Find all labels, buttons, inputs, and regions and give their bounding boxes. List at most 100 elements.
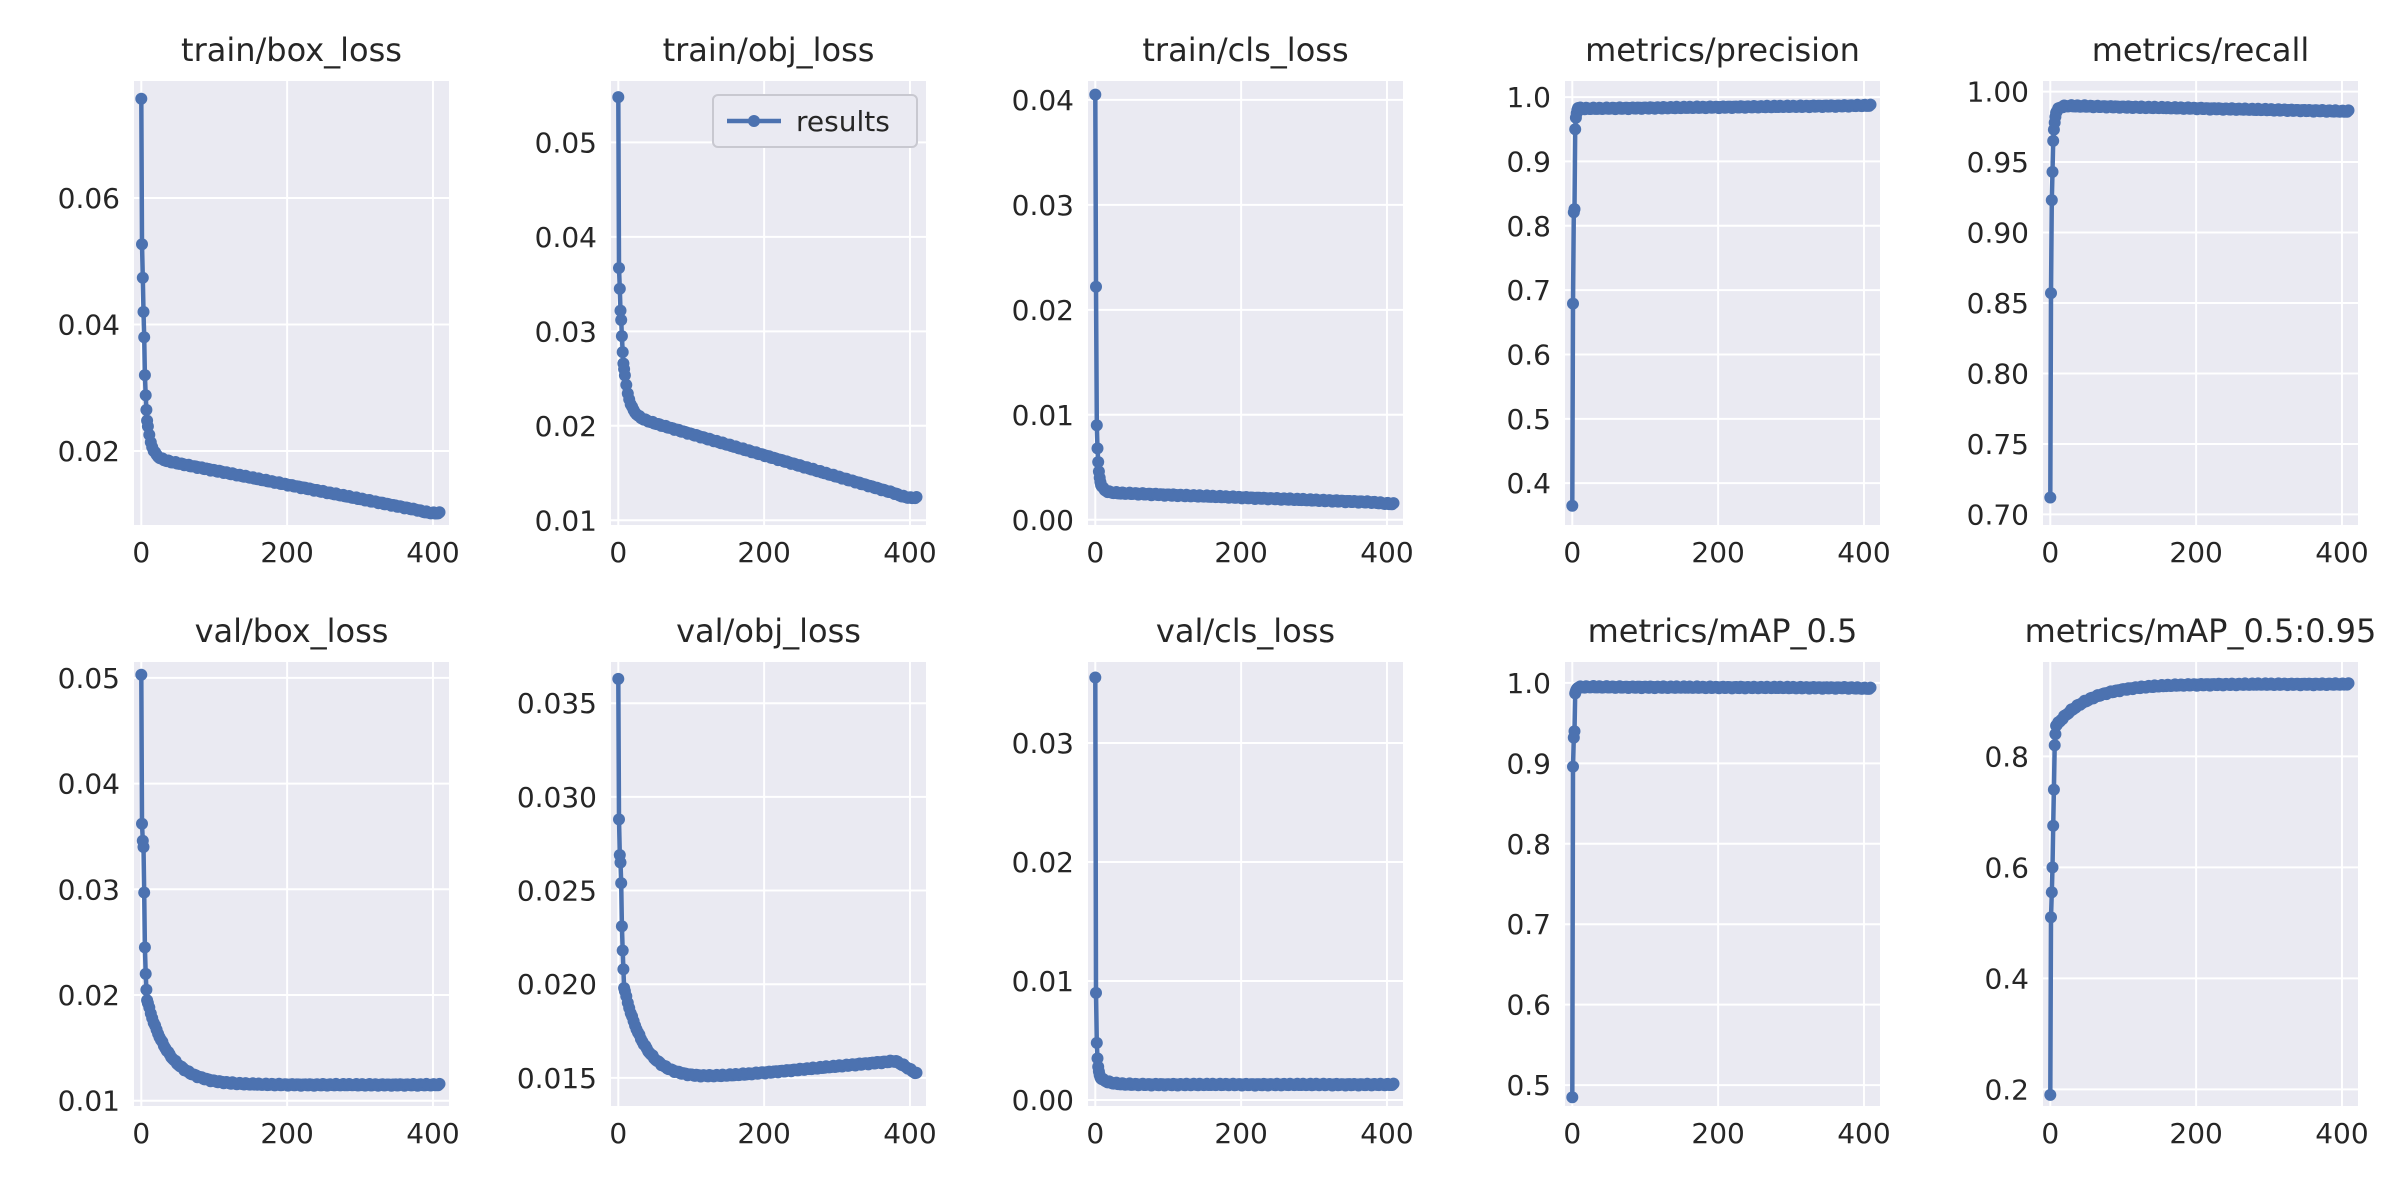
y-tick-label: 0.02 [1012, 846, 1074, 879]
y-tick-label: 0.01 [535, 504, 597, 537]
plot-area [1565, 81, 1880, 525]
y-tick-label: 0.035 [517, 687, 597, 720]
x-tick-label: 400 [1360, 1117, 1413, 1150]
plot-area [2043, 662, 2358, 1106]
data-point [1569, 123, 1582, 136]
series-points [1566, 98, 1877, 512]
y-tick-label: 0.80 [1967, 357, 2029, 390]
data-point [1568, 203, 1581, 216]
y-tick-label: 0.02 [58, 979, 120, 1012]
y-tick-label: 0.04 [58, 768, 120, 801]
data-point [2046, 861, 2059, 874]
subplot-9: 0 200 400 0.5 0.6 0.7 0.8 0.9 1.0 metrics/mAP_0.5 [1506, 612, 1890, 1150]
x-tick-label: 200 [1691, 1117, 1744, 1150]
subplot-7: 0 200 400 0.015 0.020 0.025 0.030 0.035 val/obj_… [517, 612, 937, 1150]
y-tick-label: 0.90 [1967, 217, 2029, 250]
y-tick-label: 1.0 [1506, 667, 1551, 700]
y-tick-label: 0.75 [1967, 428, 2029, 461]
legend-label: results [796, 105, 890, 138]
series-points [1089, 88, 1400, 511]
data-point [910, 491, 923, 503]
data-point [433, 506, 446, 519]
data-point [136, 271, 149, 284]
data-point [616, 944, 629, 957]
x-tick-label: 200 [1691, 536, 1744, 569]
y-tick-label: 0.03 [58, 873, 120, 906]
data-point [910, 1066, 923, 1079]
x-tick-label: 400 [2315, 1117, 2368, 1150]
panel-title: val/box_loss [195, 612, 389, 650]
y-tick-label: 0.02 [535, 410, 597, 443]
y-tick-label: 0.02 [58, 435, 120, 468]
x-tick-label: 0 [1563, 1117, 1581, 1150]
y-tick-label: 0.2 [1984, 1073, 2029, 1106]
series-points [612, 672, 923, 1083]
subplot-10: 0 200 400 0.2 0.4 0.6 0.8 metrics/mAP_0.5:0.95 [1984, 612, 2376, 1150]
x-tick-label: 200 [1214, 1117, 1267, 1150]
data-point [1092, 456, 1105, 468]
y-tick-label: 0.03 [535, 315, 597, 348]
data-point [1091, 442, 1104, 455]
y-tick-label: 0.04 [58, 309, 120, 342]
subplot-3: 0 200 400 0.00 0.01 0.02 0.03 0.04 train/cls_los… [1012, 31, 1414, 569]
y-tick-label: 0.9 [1506, 145, 1551, 178]
panel-title: metrics/recall [2092, 31, 2310, 69]
x-tick-label: 0 [132, 536, 150, 569]
subplot-1: 0 200 400 0.02 0.04 0.06 train/box_loss [58, 31, 460, 569]
series-points [1566, 680, 1877, 1104]
data-point [1089, 88, 1102, 101]
data-point [1864, 98, 1877, 111]
x-tick-label: 0 [1086, 1117, 1104, 1150]
series-points [1089, 671, 1400, 1092]
data-point [2045, 287, 2057, 300]
panel-title: train/box_loss [181, 31, 402, 69]
x-tick-label: 0 [1563, 536, 1581, 569]
y-tick-label: 0.05 [58, 662, 120, 695]
panel-title: metrics/mAP_0.5 [1588, 612, 1858, 650]
subplot-6: 0 200 400 0.01 0.02 0.03 0.04 0.05 val/box_loss [58, 612, 460, 1150]
plot-area [1088, 81, 1403, 525]
y-tick-label: 0.70 [1967, 498, 2029, 531]
y-tick-label: 1.0 [1506, 81, 1551, 114]
data-point [1090, 986, 1102, 999]
data-point [2045, 911, 2057, 924]
data-point [617, 963, 630, 976]
data-point [136, 238, 148, 251]
data-point [433, 1077, 446, 1090]
data-point [140, 403, 153, 416]
data-point [615, 314, 628, 326]
x-tick-label: 200 [2169, 536, 2222, 569]
x-tick-label: 0 [2041, 1117, 2059, 1150]
y-tick-label: 0.7 [1506, 274, 1551, 307]
data-point [2045, 194, 2058, 207]
y-tick-label: 0.4 [1984, 962, 2029, 995]
x-tick-label: 200 [1214, 536, 1267, 569]
data-point [2046, 165, 2059, 178]
y-tick-label: 0.025 [517, 875, 597, 908]
data-point [1567, 760, 1579, 773]
data-point [137, 305, 150, 318]
data-point [614, 304, 627, 317]
data-point [2342, 677, 2355, 690]
y-tick-label: 0.6 [1506, 989, 1551, 1022]
panel-title: metrics/precision [1585, 31, 1860, 69]
data-point [613, 262, 625, 274]
series-points [2044, 99, 2355, 504]
y-tick-label: 0.8 [1506, 828, 1551, 861]
panel-title: train/obj_loss [663, 31, 875, 69]
x-tick-label: 200 [2169, 1117, 2222, 1150]
x-tick-label: 0 [609, 1117, 627, 1150]
data-point [2047, 819, 2060, 832]
legend-marker [748, 115, 760, 127]
y-tick-label: 0.030 [517, 781, 597, 814]
data-point [1387, 497, 1400, 510]
x-tick-label: 0 [132, 1117, 150, 1150]
data-point [615, 920, 628, 933]
y-tick-label: 0.5 [1506, 1069, 1551, 1102]
y-tick-label: 1.00 [1967, 76, 2029, 109]
panel-title: train/cls_loss [1142, 31, 1348, 69]
data-point [1089, 671, 1102, 684]
y-tick-label: 0.01 [1012, 399, 1074, 432]
data-point [618, 369, 631, 382]
data-point [137, 841, 150, 853]
